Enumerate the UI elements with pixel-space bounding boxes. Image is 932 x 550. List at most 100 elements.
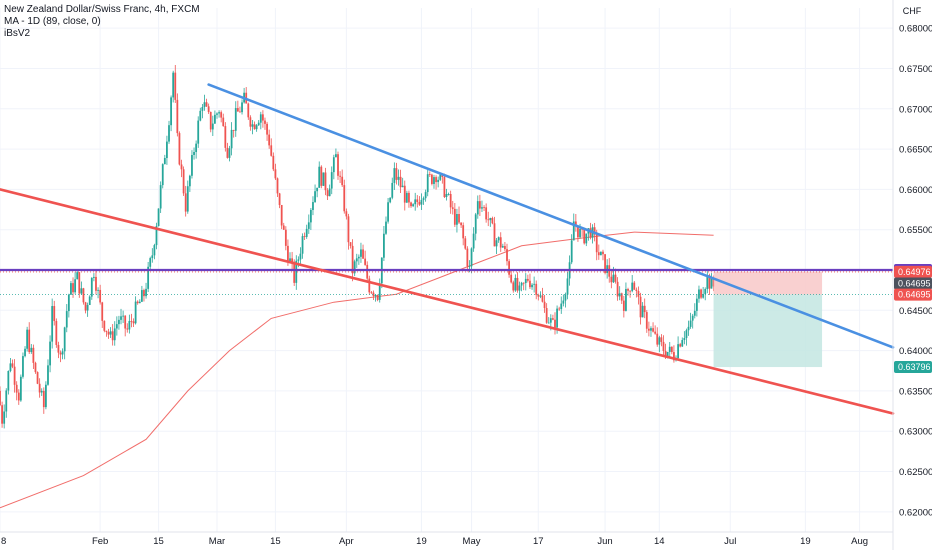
price-badge-bg [894, 361, 932, 374]
time-tick-label: Mar [209, 536, 225, 547]
candle-body [499, 237, 502, 248]
candle-body [556, 308, 558, 328]
candle-body [303, 236, 306, 237]
candle [188, 174, 191, 192]
candle [3, 404, 6, 429]
candle [597, 244, 600, 260]
legend-indicator-ibsv2[interactable]: iBsV2 [4, 28, 31, 39]
stop-loss-zone[interactable] [713, 271, 823, 295]
legend-indicator-ma[interactable]: MA - 1D (89, close, 0) [4, 16, 101, 27]
candle [180, 159, 183, 178]
candle [670, 346, 673, 355]
candle-body [408, 192, 410, 203]
candle-body [324, 172, 327, 191]
candle-body [629, 290, 632, 292]
candle-body [13, 366, 16, 385]
candle-body [552, 318, 554, 320]
candle [562, 294, 565, 307]
candle [599, 251, 602, 256]
candle-body [228, 148, 231, 158]
candle-body [24, 348, 26, 357]
candle-body [518, 285, 521, 291]
candle [120, 308, 122, 325]
candle-body [53, 306, 56, 322]
candle-body [322, 172, 325, 186]
candle-body [695, 298, 698, 311]
candle [639, 292, 642, 325]
candle [545, 303, 548, 324]
candle-body [405, 192, 408, 203]
candle [53, 300, 56, 326]
candle-body [625, 288, 627, 311]
candle-body [28, 329, 31, 353]
candle [380, 257, 383, 289]
candle-body [274, 169, 277, 179]
candle [7, 370, 10, 395]
candle-body [662, 341, 665, 351]
candle-body [370, 292, 373, 294]
candle-body [312, 202, 314, 210]
candle-body [247, 103, 250, 118]
candle [572, 213, 575, 241]
candle-body [395, 168, 398, 180]
candle [261, 110, 264, 128]
candle-body [107, 331, 110, 335]
time-tick-label: 17 [533, 536, 544, 547]
candle [524, 273, 527, 291]
candle-body [134, 301, 137, 324]
candle-body [637, 291, 640, 297]
candle-body [220, 112, 223, 118]
price-axis[interactable]: CHF 0.62000 0.62500 0.63000 0.63500 0.64000 0.… [892, 0, 932, 550]
position-tool[interactable] [713, 271, 823, 368]
candle [552, 314, 554, 321]
candle-body [618, 293, 621, 297]
candle-body [32, 347, 35, 363]
blue-descending-resistance-trendline[interactable] [207, 83, 895, 349]
candle-body [706, 275, 709, 290]
price-badge-text: 0.64695 [898, 290, 931, 300]
legend-symbol[interactable]: New Zealand Dollar/Swiss Franc, 4h, FXCM [4, 4, 200, 15]
candle [282, 222, 285, 230]
candle-body [316, 187, 319, 192]
candle-body [314, 191, 316, 203]
candle [602, 249, 604, 261]
time-axis[interactable]: 8 Feb 15 Mar 15 Apr 19 May 17 Jun 14 Jul 19 Aug [0, 531, 893, 547]
red-descending-support-trendline[interactable] [0, 188, 895, 415]
candle-body [641, 305, 644, 318]
candle [218, 110, 220, 118]
candle-body [95, 276, 97, 291]
price-badge-text: 0.64695 [898, 278, 931, 288]
candle [276, 177, 279, 198]
candle-body [118, 319, 120, 325]
candle-body [495, 240, 498, 247]
candle [168, 120, 170, 144]
candle-body [307, 222, 310, 229]
candle [232, 129, 235, 138]
candle [614, 268, 617, 284]
candle [629, 290, 632, 298]
candle [535, 280, 538, 300]
price-badge-text: 0.64976 [898, 267, 931, 277]
candle-body [49, 341, 51, 366]
candle [67, 293, 70, 318]
candle [395, 162, 398, 185]
candle [481, 200, 483, 212]
candle [641, 302, 644, 318]
candle-body [259, 114, 262, 123]
candle-body [182, 169, 185, 194]
candle [193, 147, 195, 160]
candle-body [151, 255, 154, 259]
candle-body [284, 229, 287, 246]
candle [710, 273, 713, 289]
candle-body [456, 213, 458, 225]
take-profit-zone[interactable] [713, 294, 823, 368]
candle [393, 162, 396, 190]
candle-body [122, 315, 125, 317]
candle-body [80, 288, 83, 294]
candle [86, 302, 89, 317]
drawing-lines-layer[interactable] [0, 83, 895, 415]
candle [625, 282, 627, 312]
candle-body [9, 363, 12, 372]
candle [166, 135, 168, 165]
